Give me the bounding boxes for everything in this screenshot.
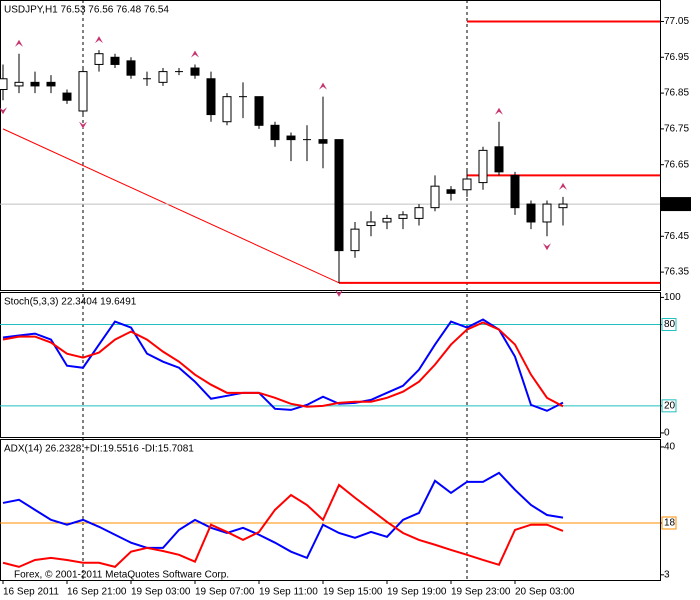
y-tick-label: 40 — [664, 442, 676, 453]
indicator-line — [2, 318, 564, 412]
y-tick-label: 76.95 — [664, 52, 689, 63]
candle-body — [478, 149, 488, 184]
fractal-down — [79, 121, 87, 129]
fractal-up — [495, 107, 503, 115]
candle-body — [494, 146, 504, 173]
x-tick-label: 19 Sep 07:00 — [195, 587, 255, 598]
y-tick-label: 76.65 — [664, 159, 689, 170]
candle-body — [62, 92, 72, 101]
fractal-up — [95, 36, 103, 44]
candle-body — [254, 96, 264, 126]
indicator-line — [2, 471, 564, 560]
y-tick-label: 0 — [664, 428, 670, 439]
candle-body — [206, 78, 216, 116]
x-tick-label: 16 Sep 21:00 — [67, 587, 127, 598]
main-title: USDJPY,H1 76.53 76.56 76.48 76.54 — [4, 5, 169, 16]
candle-body — [318, 139, 328, 144]
candle-body — [46, 81, 56, 87]
fractal-down — [543, 243, 551, 251]
y-tick-label: 76.35 — [664, 267, 689, 278]
level-label-box — [661, 516, 677, 530]
x-tick-label: 19 Sep 15:00 — [323, 587, 383, 598]
candle-body — [350, 228, 360, 252]
stoch-panel-frame — [0, 292, 661, 438]
stoch-title: Stoch(5,3,3) 22.3404 19.6491 — [4, 297, 137, 308]
current-price-box — [661, 197, 691, 212]
candle-body — [382, 217, 392, 223]
x-tick-label: 19 Sep 03:00 — [131, 587, 191, 598]
candle-body — [0, 78, 8, 91]
adx-title: ADX(14) 26.2328 +DI:19.5516 -DI:15.7081 — [4, 444, 194, 455]
candle-body — [78, 71, 88, 112]
y-tick-label: 76.45 — [664, 231, 689, 242]
candle-body — [190, 67, 200, 76]
y-tick-label: 3 — [664, 569, 670, 580]
candle-body — [526, 203, 536, 223]
level-label-box — [661, 399, 677, 413]
candle-body — [542, 203, 552, 223]
candle-body — [110, 56, 120, 65]
y-tick-label: 76.85 — [664, 88, 689, 99]
main-panel-frame — [0, 0, 661, 291]
candle-body — [334, 139, 344, 252]
candle-body — [94, 53, 104, 65]
trendline — [2, 128, 340, 284]
candle-body — [430, 185, 440, 209]
candle-body — [222, 96, 232, 123]
candle-body — [366, 221, 376, 227]
candle-body — [398, 214, 408, 219]
y-tick-label: 20 — [664, 400, 676, 411]
fractal-up — [319, 82, 327, 90]
adx-panel-frame — [0, 439, 661, 581]
x-tick-label: 19 Sep 11:00 — [259, 587, 318, 598]
candle-body — [510, 174, 520, 209]
candle-body — [14, 81, 24, 87]
candle-body — [462, 178, 472, 191]
y-tick-label: 76.75 — [664, 124, 689, 135]
y-tick-label: 100 — [664, 292, 681, 303]
fractal-up — [191, 50, 199, 58]
y-tick-label: 18 — [664, 518, 676, 529]
candle-body — [558, 203, 568, 209]
candle-body — [446, 189, 456, 194]
y-tick-label: 77.05 — [664, 16, 689, 27]
y-tick-label: 80 — [664, 319, 676, 330]
fractal-down — [0, 107, 7, 115]
level-label-box — [661, 318, 677, 332]
x-tick-label: 19 Sep 23:00 — [451, 587, 511, 598]
candle-body — [158, 71, 168, 83]
current-price-label: 76.54 — [664, 199, 689, 210]
fractal-up — [559, 182, 567, 190]
copyright: Forex, © 2001-2011 MetaQuotes Software C… — [14, 570, 229, 581]
fractal-up — [15, 39, 23, 47]
x-tick-label: 19 Sep 19:00 — [387, 587, 447, 598]
candle-body — [30, 81, 40, 87]
x-tick-label: 20 Sep 03:00 — [515, 587, 575, 598]
candle-body — [286, 135, 296, 141]
indicator-line — [2, 321, 564, 408]
x-tick-label: 16 Sep 2011 — [3, 587, 59, 598]
candle-body — [414, 207, 424, 219]
fractal-down — [335, 289, 343, 297]
candle-body — [270, 124, 280, 141]
indicator-line — [2, 483, 564, 568]
candle-body — [126, 60, 136, 76]
